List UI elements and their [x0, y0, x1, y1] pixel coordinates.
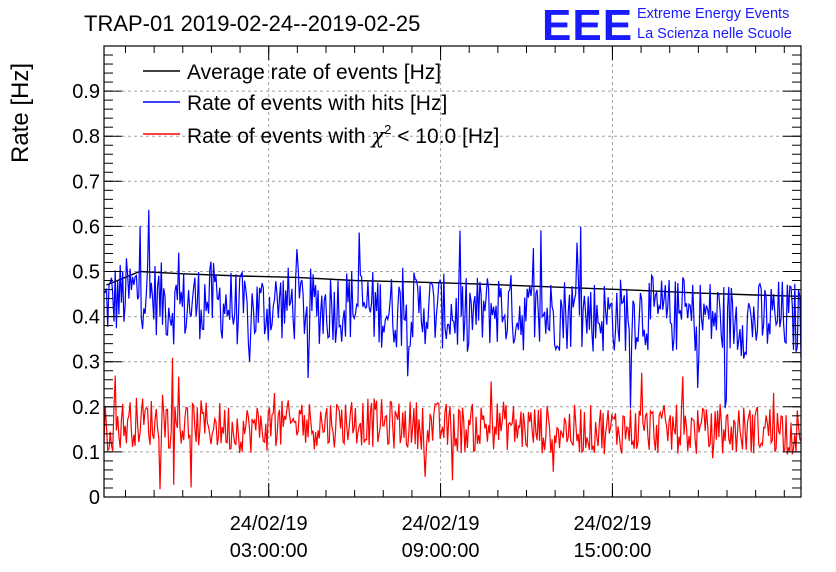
legend-chi2-prefix: Rate of events with — [187, 125, 371, 148]
legend-label-average: Average rate of events [Hz] — [187, 61, 441, 84]
chart-title: TRAP-01 2019-02-24--2019-02-25 — [84, 11, 420, 36]
y-tick-label: 0.9 — [72, 81, 100, 103]
legend-chi2-superscript: 2 — [384, 122, 391, 137]
series-layer — [103, 209, 802, 490]
series-chi2-line — [103, 357, 802, 490]
logo-letters: EEE — [542, 1, 633, 50]
x-tick-label-date: 24/02/19 — [573, 513, 651, 535]
legend-label-chi2: Rate of events with χ2 < 10.0 [Hz] — [187, 122, 499, 148]
y-tick-label: 0.3 — [72, 352, 100, 374]
logo-line2: La Scienza nelle Scuole — [637, 26, 792, 42]
eee-logo: EEE Extreme Energy Events La Scienza nel… — [542, 1, 792, 50]
y-tick-label: 0.1 — [72, 442, 100, 464]
y-axis-label: Rate [Hz] — [7, 63, 34, 163]
axes: 0 0.1 0.2 0.3 0.4 0.5 0.6 0.7 0.8 0.9 24/02/19 03:0… — [72, 45, 802, 562]
y-tick-label: 0.8 — [72, 126, 100, 148]
legend-label-hits: Rate of events with hits [Hz] — [187, 92, 447, 115]
y-tick-label: 0.6 — [72, 216, 100, 238]
legend-chi2-symbol: χ — [369, 124, 385, 148]
y-tick-label: 0.5 — [72, 262, 100, 284]
y-tick-label: 0.7 — [72, 171, 100, 193]
x-tick-label-date: 24/02/19 — [402, 513, 480, 535]
y-tick-label: 0 — [89, 487, 100, 509]
logo-line1: Extreme Energy Events — [637, 6, 789, 22]
plot-frame — [103, 45, 802, 498]
y-tick-label: 0.2 — [72, 397, 100, 419]
legend-chi2-suffix: < 10.0 [Hz] — [391, 125, 499, 148]
y-tick-label: 0.4 — [72, 307, 100, 329]
legend: Average rate of events [Hz] Rate of even… — [143, 61, 499, 148]
x-tick-label-time: 15:00:00 — [573, 540, 651, 562]
x-tick-label-date: 24/02/19 — [230, 513, 308, 535]
series-hits-line — [103, 209, 802, 409]
x-tick-label-time: 03:00:00 — [230, 540, 308, 562]
x-tick-label-time: 09:00:00 — [402, 540, 480, 562]
